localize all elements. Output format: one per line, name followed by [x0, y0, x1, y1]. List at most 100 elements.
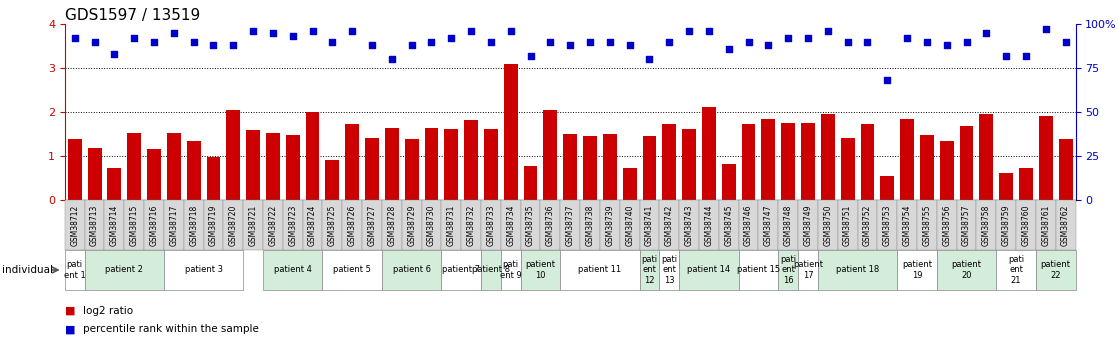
- Text: GSM38717: GSM38717: [169, 205, 179, 246]
- Text: GSM38743: GSM38743: [684, 204, 693, 246]
- Point: [561, 42, 579, 48]
- Bar: [603, 134, 617, 200]
- Text: patient 15: patient 15: [737, 265, 780, 275]
- Point: [541, 39, 559, 45]
- Text: GSM38735: GSM38735: [527, 204, 536, 246]
- Text: GSM38740: GSM38740: [625, 204, 634, 246]
- Point: [740, 39, 758, 45]
- Point: [522, 53, 540, 59]
- Bar: [405, 139, 418, 200]
- Text: GSM38719: GSM38719: [209, 205, 218, 246]
- Point: [343, 28, 361, 34]
- Bar: [643, 136, 656, 200]
- Text: GSM38723: GSM38723: [288, 205, 297, 246]
- Point: [700, 28, 718, 34]
- Bar: [1039, 116, 1053, 200]
- Bar: [246, 130, 260, 200]
- Text: patient 6: patient 6: [392, 265, 430, 275]
- Bar: [207, 157, 220, 200]
- Point: [304, 28, 322, 34]
- Bar: [464, 120, 479, 200]
- Text: patient
19: patient 19: [902, 260, 932, 280]
- Text: GSM38758: GSM38758: [982, 205, 991, 246]
- Text: pati
ent
13: pati ent 13: [661, 255, 678, 285]
- Point: [838, 39, 856, 45]
- Bar: [305, 112, 320, 200]
- Point: [145, 39, 163, 45]
- Point: [898, 36, 916, 41]
- Point: [977, 30, 995, 36]
- Point: [164, 30, 182, 36]
- Text: GSM38748: GSM38748: [784, 205, 793, 246]
- Text: GSM38713: GSM38713: [91, 205, 100, 246]
- Bar: [504, 64, 518, 200]
- Bar: [959, 126, 974, 200]
- Text: GSM38756: GSM38756: [942, 204, 951, 246]
- Point: [680, 28, 698, 34]
- Text: GSM38749: GSM38749: [804, 204, 813, 246]
- Bar: [802, 123, 815, 200]
- Bar: [781, 123, 795, 200]
- Point: [661, 39, 679, 45]
- Point: [1017, 53, 1035, 59]
- Text: GSM38736: GSM38736: [546, 204, 555, 246]
- Bar: [148, 149, 161, 200]
- Point: [938, 42, 956, 48]
- Text: GSM38718: GSM38718: [189, 205, 198, 246]
- Text: GSM38716: GSM38716: [150, 205, 159, 246]
- Point: [641, 57, 659, 62]
- Bar: [366, 138, 379, 200]
- Text: patient
20: patient 20: [951, 260, 982, 280]
- Bar: [1018, 168, 1033, 200]
- Bar: [702, 107, 716, 200]
- Bar: [682, 129, 697, 200]
- Bar: [87, 148, 102, 200]
- Text: pati
ent 9: pati ent 9: [500, 260, 522, 280]
- Bar: [999, 173, 1013, 200]
- Text: GSM38730: GSM38730: [427, 204, 436, 246]
- Bar: [861, 125, 874, 200]
- Text: GSM38737: GSM38737: [566, 204, 575, 246]
- Point: [958, 39, 976, 45]
- Text: patient 2: patient 2: [105, 265, 143, 275]
- Bar: [484, 129, 498, 200]
- Point: [402, 42, 420, 48]
- Point: [600, 39, 618, 45]
- Text: GSM38721: GSM38721: [248, 205, 257, 246]
- Text: GSM38731: GSM38731: [447, 205, 456, 246]
- Point: [105, 51, 123, 57]
- Point: [382, 57, 400, 62]
- Point: [859, 39, 877, 45]
- Text: GSM38734: GSM38734: [506, 204, 515, 246]
- Text: ■: ■: [65, 325, 75, 334]
- Point: [184, 39, 202, 45]
- Bar: [226, 110, 240, 200]
- Bar: [722, 164, 736, 200]
- Text: GSM38714: GSM38714: [110, 205, 119, 246]
- Text: GSM38752: GSM38752: [863, 205, 872, 246]
- Point: [363, 42, 381, 48]
- Point: [1057, 39, 1074, 45]
- Text: pati
ent
12: pati ent 12: [642, 255, 657, 285]
- Bar: [940, 141, 954, 200]
- Point: [818, 28, 836, 34]
- Bar: [563, 134, 577, 200]
- Text: GSM38744: GSM38744: [704, 204, 713, 246]
- Text: patient 18: patient 18: [836, 265, 879, 275]
- Bar: [127, 133, 141, 200]
- Point: [244, 28, 262, 34]
- Text: GSM38751: GSM38751: [843, 205, 852, 246]
- Text: patient
10: patient 10: [525, 260, 556, 280]
- Text: GSM38746: GSM38746: [745, 204, 754, 246]
- Text: patient 14: patient 14: [688, 265, 730, 275]
- Point: [918, 39, 936, 45]
- Point: [225, 42, 243, 48]
- Bar: [623, 168, 636, 200]
- Point: [423, 39, 440, 45]
- Point: [759, 42, 777, 48]
- Point: [581, 39, 599, 45]
- Text: GSM38762: GSM38762: [1061, 205, 1070, 246]
- Text: GSM38761: GSM38761: [1041, 205, 1050, 246]
- Text: patient 5: patient 5: [333, 265, 371, 275]
- Point: [997, 53, 1015, 59]
